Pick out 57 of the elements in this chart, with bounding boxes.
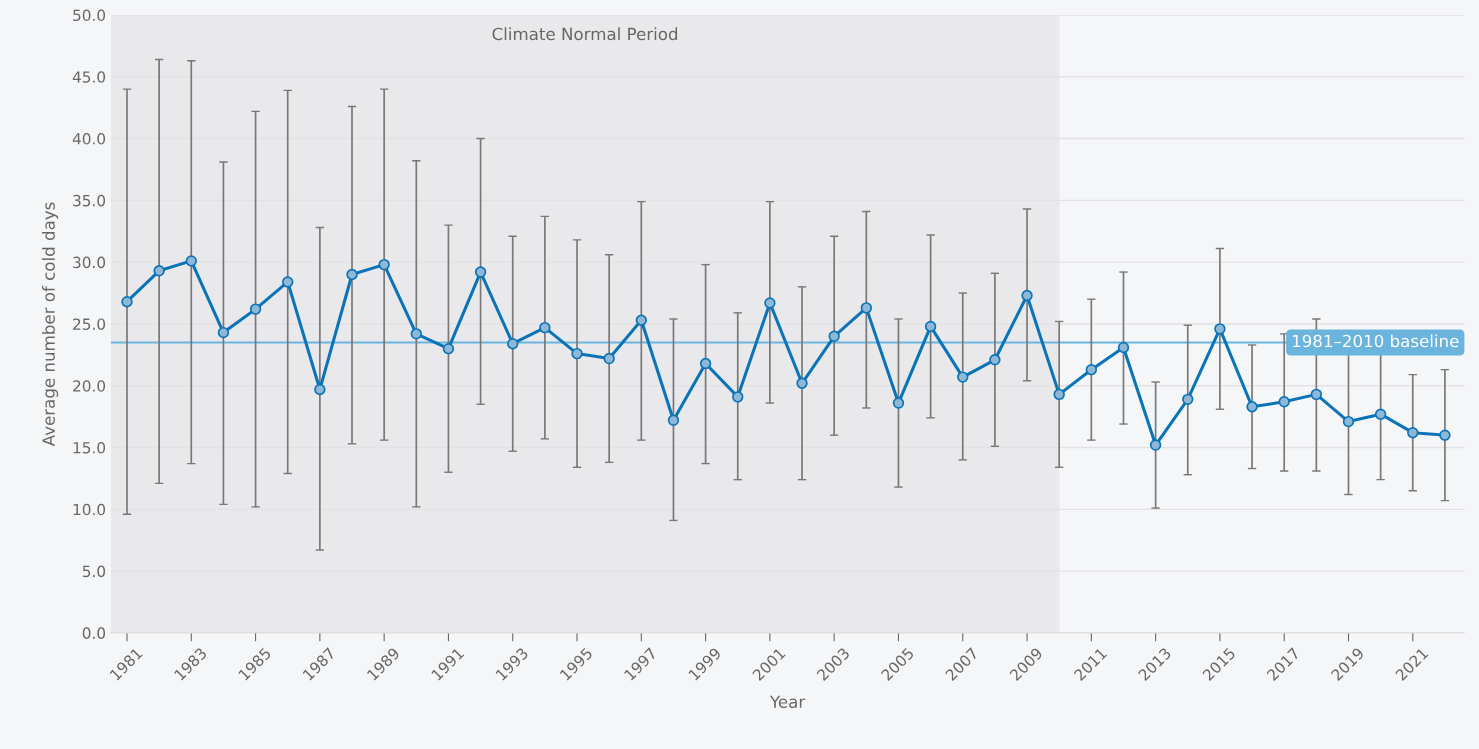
y-tick-label: 35.0 xyxy=(73,194,106,207)
y-tick-label: 25.0 xyxy=(73,318,106,330)
point xyxy=(924,320,937,333)
point xyxy=(1085,363,1098,376)
y-tick-label: 10.0 xyxy=(73,503,106,516)
point xyxy=(1021,289,1033,302)
point xyxy=(828,330,840,342)
point xyxy=(474,266,487,278)
x-axis-title: Year xyxy=(769,695,806,709)
point xyxy=(410,328,422,340)
point xyxy=(1117,341,1130,354)
point xyxy=(635,314,648,326)
point xyxy=(892,397,905,409)
point xyxy=(314,383,326,396)
y-tick-label: 50.0 xyxy=(73,9,106,21)
point xyxy=(860,302,873,314)
point xyxy=(1214,323,1226,335)
y-tick-label: 5.0 xyxy=(82,565,106,578)
point xyxy=(957,371,969,383)
point xyxy=(185,255,197,267)
point xyxy=(571,347,583,360)
y-tick-label: 30.0 xyxy=(73,256,106,269)
point xyxy=(507,338,519,350)
point xyxy=(346,268,358,281)
point xyxy=(539,321,551,334)
band-label: Climate Normal Period xyxy=(492,27,678,41)
point xyxy=(1342,415,1355,428)
point xyxy=(217,326,230,339)
y-tick-label: 20.0 xyxy=(73,380,106,392)
point xyxy=(442,342,455,355)
point xyxy=(153,265,165,277)
point xyxy=(1182,393,1194,406)
point xyxy=(1439,429,1451,441)
y-tick-label: 15.0 xyxy=(73,441,106,454)
point xyxy=(699,357,712,370)
point xyxy=(989,354,1001,366)
y-axis-title: Average number of cold days xyxy=(42,202,59,447)
point xyxy=(1053,388,1065,401)
point xyxy=(764,297,776,309)
point xyxy=(282,276,294,288)
point xyxy=(667,414,680,427)
point xyxy=(1310,388,1323,401)
point xyxy=(603,352,615,365)
y-tick-label: 40.0 xyxy=(72,133,106,145)
point xyxy=(1407,427,1419,439)
point xyxy=(1374,408,1387,420)
point xyxy=(378,258,390,271)
point xyxy=(1278,396,1290,408)
point xyxy=(796,377,808,389)
ref-line-label: 1981–2010 baseline xyxy=(1292,334,1459,348)
point xyxy=(1149,439,1162,451)
y-tick-label: 0.0 xyxy=(82,627,106,639)
point xyxy=(121,296,133,308)
point xyxy=(249,303,262,315)
point xyxy=(732,391,744,403)
y-tick-label: 45.0 xyxy=(72,71,106,83)
point xyxy=(1246,401,1258,413)
